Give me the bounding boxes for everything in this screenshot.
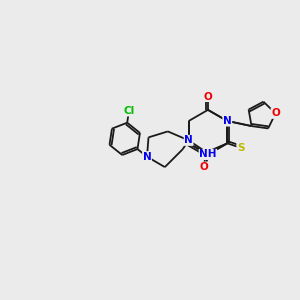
Text: N: N [184, 135, 193, 145]
Text: N: N [142, 152, 152, 162]
Text: S: S [237, 143, 244, 153]
Text: O: O [271, 108, 280, 118]
Text: O: O [204, 92, 212, 101]
Text: NH: NH [199, 149, 217, 160]
Text: Cl: Cl [123, 106, 135, 116]
Text: O: O [199, 162, 208, 172]
Text: N: N [223, 116, 232, 126]
